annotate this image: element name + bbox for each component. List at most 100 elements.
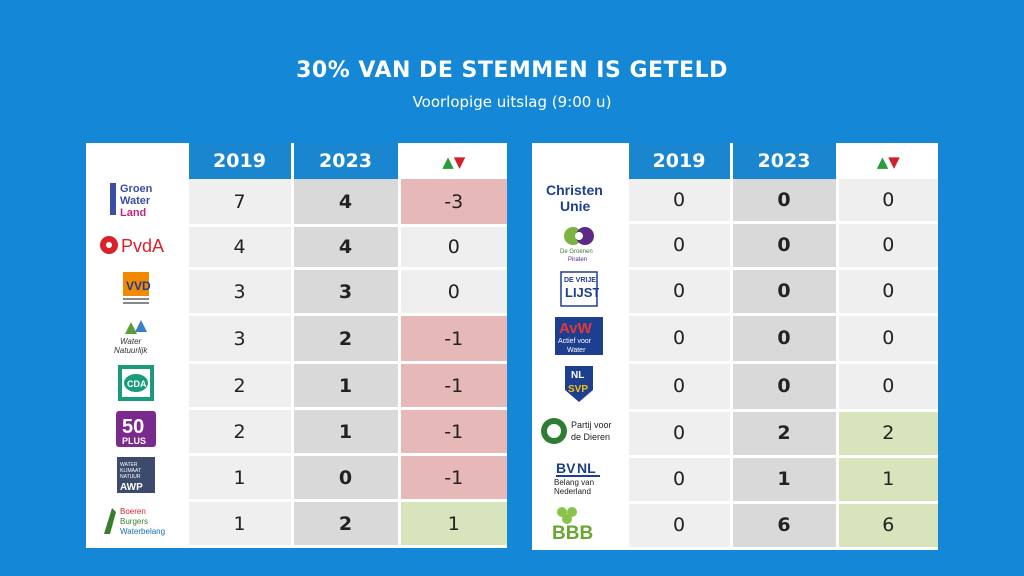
value-2019: 2 <box>187 362 294 410</box>
value-2019: 0 <box>627 222 733 270</box>
svg-text:SVP: SVP <box>568 384 588 395</box>
svg-text:NATUUR: NATUUR <box>120 474 141 480</box>
up-arrow-icon: ▲ <box>442 153 454 171</box>
value-2019: 3 <box>187 314 294 364</box>
svg-text:Christen: Christen <box>546 182 603 198</box>
table-row: Partij voor de Dieren 0 2 2 <box>532 410 938 458</box>
svg-text:AWP: AWP <box>120 482 143 493</box>
svg-text:Piraten: Piraten <box>568 257 587 262</box>
party-logo-christenunie: Christen Unie <box>532 179 629 224</box>
svg-text:Water: Water <box>567 347 586 354</box>
party-logo-50plus: 50 PLUS <box>86 408 189 456</box>
svg-text:VVD: VVD <box>126 279 151 293</box>
value-2023: 0 <box>731 362 839 412</box>
svg-text:AvW: AvW <box>559 320 593 337</box>
svg-text:Unie: Unie <box>560 198 591 214</box>
year-2023-header: 2023 <box>731 143 839 179</box>
party-column-header <box>86 143 189 179</box>
value-change: 0 <box>837 362 938 412</box>
value-2019: 0 <box>627 456 733 504</box>
value-change: 0 <box>837 179 938 224</box>
year-2019-header: 2019 <box>187 143 294 179</box>
table-row: AvW Actief voor Water 0 0 0 <box>532 314 938 364</box>
value-2019: 0 <box>627 410 733 458</box>
svg-text:de Dieren: de Dieren <box>571 432 610 442</box>
value-change: -3 <box>399 179 507 227</box>
value-2023: 1 <box>292 362 401 410</box>
svg-text:Water: Water <box>120 337 142 346</box>
value-change: 1 <box>837 456 938 504</box>
party-logo-bvnl: BV NL Belang van Nederland <box>532 456 629 504</box>
party-column-header <box>532 143 629 179</box>
value-2023: 2 <box>292 314 401 364</box>
svg-text:BBB: BBB <box>552 523 593 542</box>
value-2019: 0 <box>627 502 733 550</box>
svg-text:BV: BV <box>556 460 576 476</box>
party-logo-boeren-burgers-waterbelang: Boeren Burgers Waterbelang <box>86 500 189 548</box>
party-logo-nl-svp: NL SVP <box>532 362 629 412</box>
down-arrow-icon: ▼ <box>453 153 466 171</box>
value-2023: 4 <box>292 225 401 270</box>
value-2019: 0 <box>627 268 733 316</box>
value-change: 6 <box>837 502 938 550</box>
year-2023-header: 2023 <box>292 143 401 179</box>
value-2023: 4 <box>292 179 401 227</box>
svg-text:Nederland: Nederland <box>554 487 591 496</box>
party-logo-water-natuurlijk: Water Natuurlijk <box>86 314 189 364</box>
table-row: De Groenen Piraten 0 0 0 <box>532 222 938 270</box>
svg-text:Natuurlijk: Natuurlijk <box>114 346 148 355</box>
table-row: DE VRIJE LIJST 0 0 0 <box>532 268 938 316</box>
party-logo-bbb: BBB <box>532 502 629 550</box>
value-2019: 7 <box>187 179 294 227</box>
svg-text:WATER: WATER <box>120 462 138 468</box>
svg-text:Burgers: Burgers <box>120 517 148 526</box>
value-change: 1 <box>399 500 507 548</box>
svg-text:Groen: Groen <box>120 183 153 195</box>
value-2023: 0 <box>731 268 839 316</box>
table-row: VVD 3 3 0 <box>86 268 507 316</box>
table-row: PvdA 4 4 0 <box>86 225 507 270</box>
party-logo-actief-voor-water: AvW Actief voor Water <box>532 314 629 364</box>
value-change: -1 <box>399 314 507 364</box>
value-change: -1 <box>399 408 507 456</box>
change-header: ▲▼ <box>399 143 507 179</box>
svg-text:Belang van: Belang van <box>554 478 594 487</box>
value-change: 0 <box>837 268 938 316</box>
party-logo-groen-water-land: Groen Water Land <box>86 179 189 227</box>
table-row: BV NL Belang van Nederland 0 1 1 <box>532 456 938 504</box>
svg-text:Land: Land <box>120 207 146 219</box>
change-header: ▲▼ <box>837 143 938 179</box>
table-row: Christen Unie 0 0 0 <box>532 179 938 224</box>
table-row: CDA 2 1 -1 <box>86 362 507 410</box>
value-2023: 0 <box>731 314 839 364</box>
svg-text:PvdA: PvdA <box>121 236 164 256</box>
party-logo-partij-voor-de-dieren: Partij voor de Dieren <box>532 410 629 458</box>
table-row: BBB 0 6 6 <box>532 502 938 550</box>
value-2023: 0 <box>731 179 839 224</box>
svg-text:PLUS: PLUS <box>122 436 146 446</box>
svg-text:NL: NL <box>571 370 584 381</box>
svg-text:Boeren: Boeren <box>120 507 146 516</box>
page-title: 30% VAN DE STEMMEN IS GETELD <box>296 58 728 83</box>
value-2019: 4 <box>187 225 294 270</box>
party-logo-de-groenen-piraten: De Groenen Piraten <box>532 222 629 270</box>
value-2023: 1 <box>292 408 401 456</box>
svg-text:50: 50 <box>122 416 144 438</box>
value-2023: 0 <box>731 222 839 270</box>
up-arrow-icon: ▲ <box>876 153 889 171</box>
svg-text:KLIMAAT: KLIMAAT <box>120 468 141 474</box>
value-change: -1 <box>399 454 507 502</box>
value-2019: 3 <box>187 268 294 316</box>
value-2019: 1 <box>187 500 294 548</box>
table-row: Groen Water Land 7 4 -3 <box>86 179 507 227</box>
value-2023: 6 <box>731 502 839 550</box>
table-row: Boeren Burgers Waterbelang 1 2 1 <box>86 500 507 548</box>
value-2023: 0 <box>292 454 401 502</box>
value-2019: 0 <box>627 179 733 224</box>
party-logo-vvd: VVD <box>86 268 189 316</box>
value-change: -1 <box>399 362 507 410</box>
svg-text:Actief voor: Actief voor <box>558 338 592 345</box>
svg-text:Water: Water <box>120 195 151 207</box>
results-table-right: 2019 2023 ▲▼ Christen Unie 0 0 0 <box>532 143 938 550</box>
value-2019: 1 <box>187 454 294 502</box>
